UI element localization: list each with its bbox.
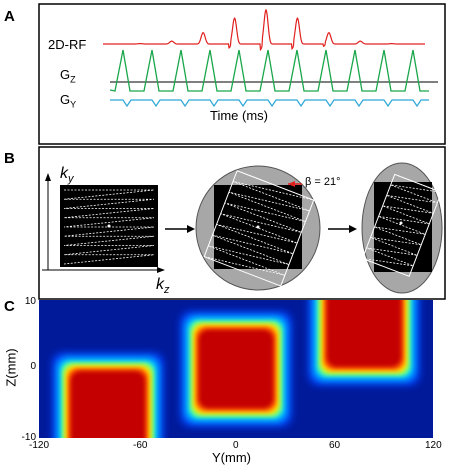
arrow-2-head	[349, 225, 357, 233]
trajectory-line	[204, 170, 314, 276]
kspace-trajectory-original	[63, 189, 155, 265]
gz-gradient-trace	[109, 49, 429, 92]
y-axis-label: Z(mm)	[3, 348, 19, 387]
kspace-squeezed	[374, 182, 432, 272]
gy-row-label: GY	[60, 92, 77, 110]
y-tick-mid: 0	[30, 361, 36, 372]
heatmap-canvas	[52, 300, 420, 438]
panel-a-frame	[38, 3, 446, 145]
ky-label: ky	[60, 165, 74, 186]
rf-row-label: 2D-RF	[48, 37, 87, 52]
kspace-trajectory-squeezed	[361, 173, 443, 277]
heatmap-blob-2-layer	[198, 329, 274, 409]
heatmap-blob-1-layer	[70, 371, 146, 438]
panel-label-b: B	[4, 150, 15, 167]
y-tick-top: 10	[24, 296, 36, 307]
kspace-trajectory-rotated	[203, 170, 315, 287]
trajectory-line	[362, 174, 442, 267]
panel-label-c: C	[4, 298, 15, 315]
x-tick-0: -120	[29, 440, 50, 451]
y-tick-bottom: -10	[21, 432, 36, 443]
heatmap-blob-3-layer	[326, 300, 402, 367]
heatmap-plot	[39, 300, 433, 438]
kspace-center-rotated	[256, 225, 260, 229]
x-tick-2: 0	[233, 440, 239, 451]
rf-pulse-trace	[103, 8, 426, 52]
time-axis-label: Time (ms)	[210, 108, 269, 123]
gy-gradient-trace	[110, 99, 429, 108]
kspace-center-squeezed	[399, 221, 403, 225]
kspace-ellipse-support	[361, 162, 443, 294]
kspace-center-original	[107, 224, 111, 228]
x-tick-4: 120	[425, 440, 442, 451]
kz-label: kz	[156, 276, 170, 297]
beta-marker-head	[288, 181, 295, 187]
panel-label-a: A	[4, 8, 15, 25]
panel-b-frame	[38, 146, 446, 300]
arrow-1-head	[187, 225, 195, 233]
ky-arrowhead	[45, 173, 51, 181]
trajectory-box	[203, 170, 315, 287]
x-tick-3: 60	[329, 440, 341, 451]
x-tick-1: -60	[133, 440, 148, 451]
trajectory-box	[361, 173, 443, 277]
x-axis-label: Y(mm)	[212, 450, 251, 465]
kspace-rotated-square	[214, 185, 302, 269]
kspace-original	[60, 185, 158, 267]
beta-label: β = 21°	[305, 176, 341, 188]
gz-row-label: GZ	[60, 67, 76, 85]
kspace-circle-support	[195, 165, 321, 291]
kz-arrowhead	[157, 267, 165, 273]
trajectory-line	[63, 189, 155, 265]
